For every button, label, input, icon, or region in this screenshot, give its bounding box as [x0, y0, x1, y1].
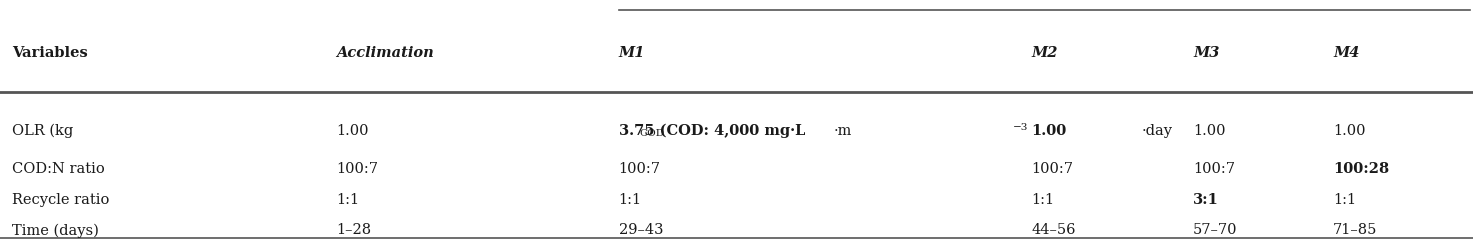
Text: 3.75 (COD: 4,000 mg·L: 3.75 (COD: 4,000 mg·L — [619, 124, 806, 138]
Text: 1:1: 1:1 — [1031, 193, 1055, 207]
Text: 3:1: 3:1 — [1193, 193, 1220, 207]
Text: 1.00: 1.00 — [1193, 124, 1226, 138]
Text: ·m: ·m — [834, 124, 851, 138]
Text: 1.00: 1.00 — [1333, 124, 1365, 138]
Text: Variables: Variables — [12, 46, 87, 60]
Text: 1.00: 1.00 — [336, 124, 368, 138]
Text: 100:28: 100:28 — [1333, 162, 1389, 176]
Text: 100:7: 100:7 — [1193, 162, 1236, 176]
Text: M2: M2 — [1031, 46, 1058, 60]
Text: M1: M1 — [619, 46, 645, 60]
Text: COD:N ratio: COD:N ratio — [12, 162, 105, 176]
Text: 100:7: 100:7 — [1031, 162, 1074, 176]
Text: M3: M3 — [1193, 46, 1220, 60]
Text: OLR (kg: OLR (kg — [12, 124, 74, 138]
Text: 1:1: 1:1 — [1333, 193, 1357, 207]
Text: COD: COD — [639, 129, 664, 138]
Text: 1:1: 1:1 — [336, 193, 359, 207]
Text: Recycle ratio: Recycle ratio — [12, 193, 109, 207]
Text: 1–28: 1–28 — [336, 223, 371, 237]
Text: 57–70: 57–70 — [1193, 223, 1237, 237]
Text: 44–56: 44–56 — [1031, 223, 1075, 237]
Text: 1:1: 1:1 — [619, 193, 642, 207]
Text: 100:7: 100:7 — [619, 162, 661, 176]
Text: −3: −3 — [1013, 123, 1028, 132]
Text: 100:7: 100:7 — [336, 162, 379, 176]
Text: Time (days): Time (days) — [12, 223, 99, 238]
Text: Acclimation: Acclimation — [336, 46, 433, 60]
Text: 29–43: 29–43 — [619, 223, 663, 237]
Text: 1.00: 1.00 — [1031, 124, 1066, 138]
Text: ·day: ·day — [1142, 124, 1173, 138]
Text: 71–85: 71–85 — [1333, 223, 1377, 237]
Text: M4: M4 — [1333, 46, 1360, 60]
